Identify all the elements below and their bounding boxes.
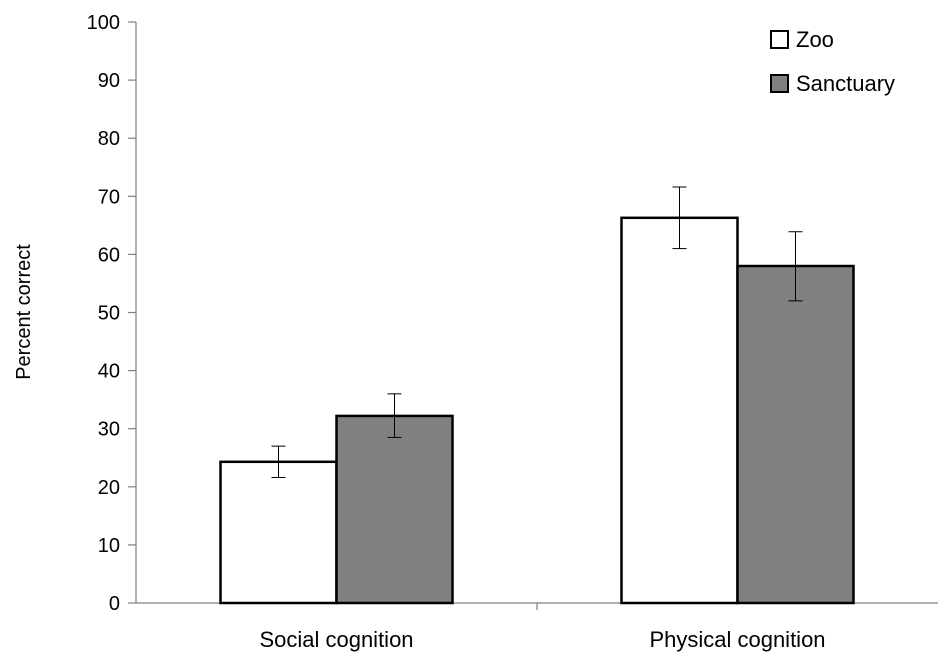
y-tick-label: 70 xyxy=(98,186,120,208)
legend-swatch-zoo xyxy=(770,30,789,49)
bar-zoo-1 xyxy=(620,216,739,605)
y-tick-label: 50 xyxy=(98,303,120,325)
y-axis: 0 10 20 30 40 50 60 70 80 90 100 xyxy=(87,12,137,615)
bar-sanctuary-1 xyxy=(736,264,855,605)
bar-sanctuary-0 xyxy=(335,414,454,605)
bars xyxy=(219,216,855,605)
y-tick-label: 40 xyxy=(98,361,120,383)
x-category-label: Physical cognition xyxy=(649,627,825,652)
y-tick-label: 60 xyxy=(98,244,120,266)
legend-label-sanctuary: Sanctuary xyxy=(796,71,895,96)
x-axis: Social cognition Physical cognition xyxy=(136,602,938,652)
legend-label-zoo: Zoo xyxy=(796,27,834,52)
y-axis-title: Percent correct xyxy=(13,244,35,380)
y-tick-label: 80 xyxy=(98,128,120,150)
y-tick-label: 30 xyxy=(98,419,120,441)
y-tick-label: 100 xyxy=(87,12,120,34)
x-category-label: Social cognition xyxy=(259,627,413,652)
error-bars xyxy=(271,186,803,479)
bar-zoo-0 xyxy=(219,460,338,605)
y-tick-label: 10 xyxy=(98,535,120,557)
y-tick-label: 90 xyxy=(98,70,120,92)
y-tick-label: 20 xyxy=(98,477,120,499)
legend: Zoo Sanctuary xyxy=(770,27,895,96)
legend-swatch-sanctuary xyxy=(770,74,789,93)
y-tick-label: 0 xyxy=(109,593,120,615)
